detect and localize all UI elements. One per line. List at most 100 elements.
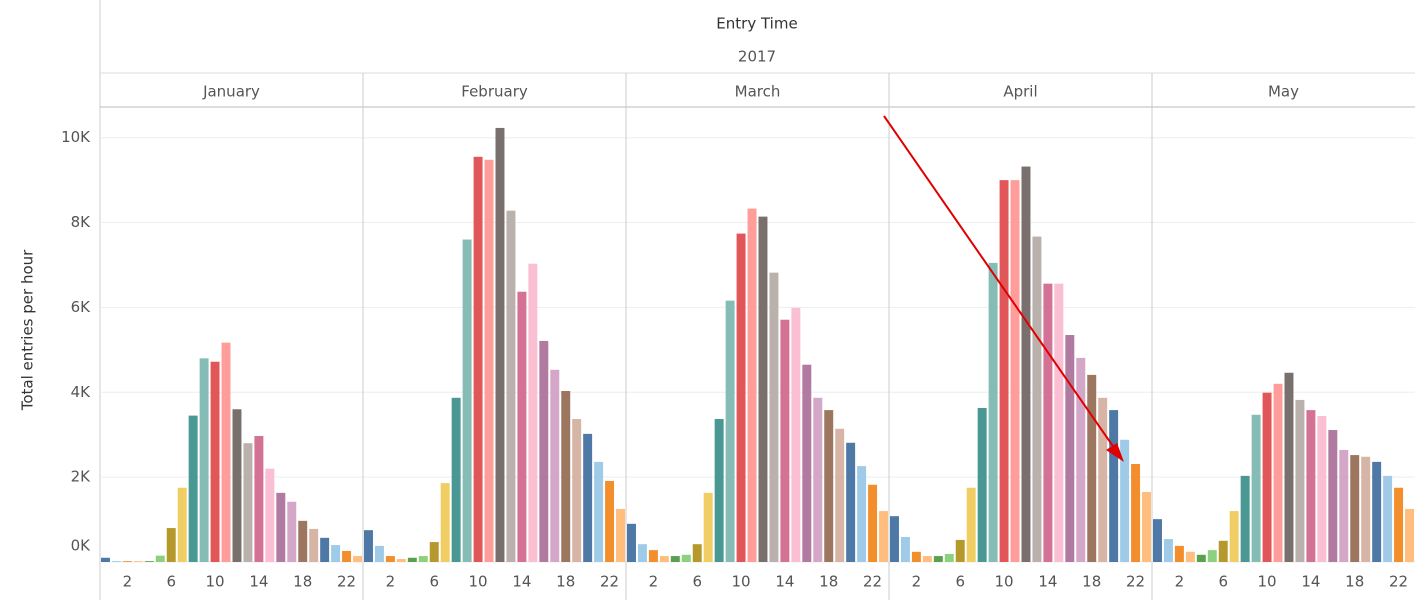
bar — [999, 180, 1009, 562]
x-tick-label: 18 — [556, 573, 575, 591]
bar — [309, 528, 319, 562]
bar — [1273, 383, 1283, 562]
bar — [539, 340, 549, 562]
bar — [1240, 475, 1250, 562]
bar — [418, 556, 428, 562]
bar — [637, 544, 647, 562]
bar — [1065, 335, 1075, 562]
bar — [122, 561, 132, 562]
bar — [298, 520, 308, 562]
bar — [703, 492, 713, 562]
bar — [210, 361, 220, 562]
x-tick-label: 6 — [166, 573, 176, 591]
bar — [1306, 410, 1316, 562]
y-tick-label: 10K — [61, 128, 91, 146]
y-tick-label: 4K — [71, 383, 92, 401]
bar — [287, 501, 297, 562]
bar — [933, 556, 943, 562]
bar — [528, 263, 538, 562]
bar — [133, 561, 143, 562]
bar — [1361, 456, 1371, 562]
y-axis-label: Total entries per hour — [19, 249, 37, 411]
x-tick-label: 6 — [955, 573, 965, 591]
bar — [977, 407, 987, 562]
bar — [396, 559, 406, 562]
bar — [473, 156, 483, 563]
x-tick-label: 2 — [1175, 573, 1185, 591]
bar — [1142, 491, 1151, 562]
bar — [144, 561, 154, 562]
bar — [572, 419, 582, 562]
bar — [166, 528, 176, 562]
x-tick-label: 6 — [429, 573, 439, 591]
bar — [780, 319, 790, 562]
bar — [1295, 399, 1305, 562]
bar — [824, 410, 834, 562]
bar — [1405, 508, 1414, 562]
bar — [616, 508, 625, 562]
bar — [495, 127, 505, 563]
bar — [188, 415, 198, 562]
panel-label: April — [1003, 83, 1037, 101]
x-tick-label: 10 — [1258, 573, 1277, 591]
bar — [1350, 455, 1360, 562]
bar — [155, 555, 165, 562]
bar — [1229, 511, 1239, 562]
x-tick-label: 6 — [1218, 573, 1228, 591]
chart-title: Entry Time — [716, 15, 797, 33]
bar — [1109, 410, 1119, 562]
bar — [506, 210, 516, 563]
x-tick-label: 10 — [206, 573, 225, 591]
bar — [232, 409, 242, 562]
bar — [583, 433, 593, 562]
bar — [900, 536, 910, 562]
bar — [1098, 397, 1108, 562]
annotation-arrow — [883, 115, 1124, 462]
bar — [1163, 539, 1173, 562]
bar — [1339, 449, 1349, 562]
x-tick-label: 14 — [775, 573, 794, 591]
bar — [1317, 416, 1327, 562]
x-tick-label: 14 — [249, 573, 268, 591]
x-tick-label: 2 — [912, 573, 922, 591]
bar — [1032, 236, 1042, 562]
bar — [1054, 283, 1064, 562]
y-tick-label: 8K — [71, 213, 92, 231]
bar — [868, 484, 878, 562]
bar — [221, 342, 231, 562]
bar — [758, 216, 768, 563]
bar — [846, 442, 856, 562]
bar — [922, 556, 932, 562]
bar — [561, 391, 571, 562]
bar — [1383, 475, 1393, 562]
x-tick-label: 18 — [1345, 573, 1364, 591]
bar — [813, 397, 823, 562]
bar — [627, 523, 636, 562]
bar — [791, 307, 801, 562]
bar — [857, 466, 867, 562]
arrow-head — [1106, 443, 1124, 462]
x-tick-label: 14 — [1301, 573, 1320, 591]
x-tick-label: 22 — [1126, 573, 1145, 591]
bar — [342, 550, 352, 562]
bar — [265, 468, 275, 562]
bar — [429, 542, 439, 562]
bar — [1076, 357, 1086, 562]
bar — [659, 556, 669, 562]
bar — [1010, 180, 1020, 562]
bar — [747, 208, 757, 562]
bar — [944, 553, 954, 562]
bar — [1131, 463, 1141, 562]
chart-subtitle: 2017 — [738, 48, 776, 66]
bar — [1284, 372, 1294, 562]
bar — [101, 557, 110, 562]
bar — [353, 556, 362, 562]
x-tick-label: 14 — [1038, 573, 1057, 591]
x-tick-label: 10 — [995, 573, 1014, 591]
panel-label: February — [461, 83, 528, 101]
bar — [966, 487, 976, 562]
bar — [879, 511, 888, 562]
bar — [1174, 545, 1184, 562]
bar — [1087, 374, 1097, 562]
